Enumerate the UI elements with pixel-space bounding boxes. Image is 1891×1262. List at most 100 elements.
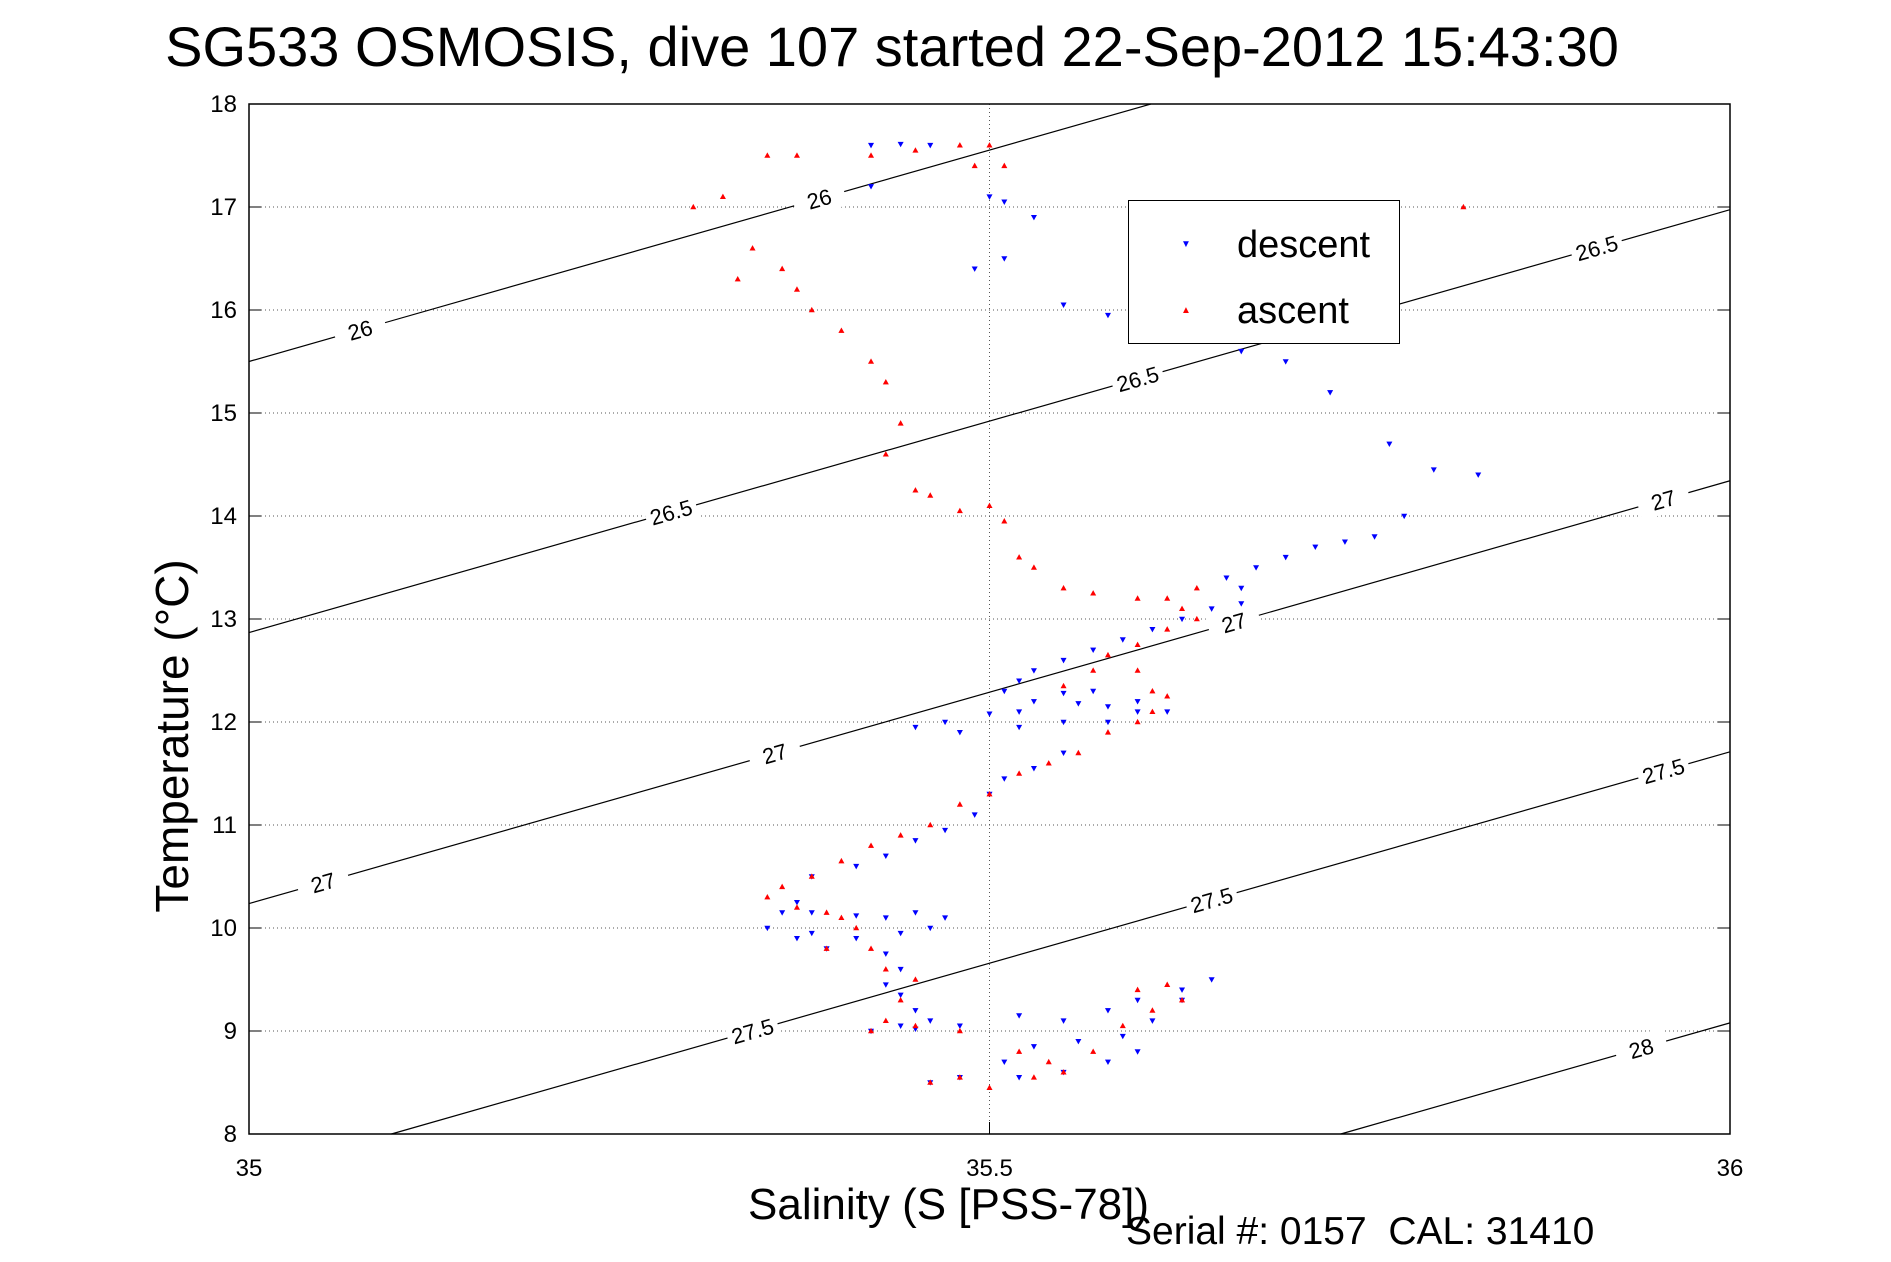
x-tick-label: 36 [1717,1155,1744,1182]
descent-point [1371,534,1378,540]
contour-label: 26.5 [1573,230,1621,266]
ascent-point [1001,518,1008,524]
ascent-point [1164,626,1171,632]
contour-label: 26.5 [647,495,695,531]
descent-point [1001,1059,1008,1066]
ascent-point [1193,584,1200,591]
ascent-point [912,1022,919,1029]
descent-point [912,724,919,731]
descent-point [912,910,919,916]
descent-point [1401,513,1408,520]
ascent-point [1134,986,1141,993]
descent-point [1016,724,1023,731]
ascent-point [882,378,889,385]
ascent-point [986,502,993,508]
descent-point [1030,1044,1037,1050]
y-tick-label: 17 [210,194,237,221]
ascent-point [927,821,934,828]
contour-label-bg [723,1010,782,1052]
ascent-point [956,142,963,148]
descent-point [1060,657,1067,664]
ascent-point [1016,1048,1023,1054]
ascent-point [838,327,845,333]
y-tick-label: 16 [210,297,237,324]
descent-point [793,899,800,906]
density-contour-line [248,480,1731,905]
ascent-point [1045,1058,1052,1065]
descent-point [808,910,815,916]
ascent-point [1016,554,1023,560]
y-tick-label: 10 [210,915,237,942]
ascent-point [986,1084,993,1090]
descent-point [882,853,889,860]
ascent-point [897,420,904,426]
descent-point [1149,627,1156,633]
descent-point [942,827,949,834]
ascent-series [690,142,1467,1090]
ascent-point [1045,760,1052,766]
descent-point [1016,709,1023,715]
density-contour-line [248,209,1731,634]
ascent-point [1164,595,1171,601]
descent-point [971,266,978,272]
descent-point [1223,575,1230,581]
descent-point [942,915,949,921]
contour-label-bg [1108,358,1167,400]
descent-point [1016,1013,1023,1019]
ascent-point [912,147,919,153]
ascent-point [793,286,800,292]
descent-point [1016,1075,1023,1081]
descent-point [1030,766,1037,772]
ascent-point [1060,584,1067,591]
descent-point [927,925,934,932]
descent-point [1238,585,1245,592]
ascent-point [912,487,919,493]
descent-point [1119,637,1126,643]
descent-point [1238,601,1245,607]
ascent-point [793,152,800,158]
ascent-point [1149,1007,1156,1013]
contour-label: 27.5 [729,1013,777,1049]
descent-point [1030,699,1037,705]
density-contour-line [391,751,1731,1135]
ascent-point [1134,595,1141,601]
ascent-point [986,790,993,797]
ascent-point [1090,590,1097,596]
contour-label-bg [1634,750,1693,792]
ascent-point [1164,981,1171,987]
ascent-point [808,306,815,313]
descent-point [882,951,889,957]
triangle-up-icon: ▲ [1181,305,1191,316]
contour-label: 27.5 [1639,753,1687,789]
ascent-point [719,193,726,199]
chart-title: SG533 OSMOSIS, dive 107 started 22-Sep-2… [165,15,1619,78]
y-tick-label: 11 [212,812,237,839]
ascent-point [912,976,919,982]
ascent-point [1104,729,1111,735]
ascent-point [838,914,845,920]
ascent-point [779,883,786,890]
descent-point [1119,1033,1126,1040]
descent-point [1075,1039,1082,1045]
ascent-point [1149,687,1156,694]
ascent-point [882,966,889,972]
descent-point [1149,1018,1156,1024]
ascent-point [1134,667,1141,673]
descent-point [1312,544,1319,551]
ascent-point [838,857,845,864]
contour-label-bg [1634,479,1693,521]
y-axis-label: Temperature (°C) [146,559,198,913]
ascent-point [1119,1022,1126,1029]
descent-point [764,925,771,932]
descent-point [986,194,993,200]
ascent-point [868,945,875,951]
ascent-point [956,507,963,514]
descent-point [1060,719,1067,726]
descent-point [897,141,904,148]
contour-label-bg [1205,601,1263,644]
descent-point [956,1023,963,1029]
descent-point [897,992,904,999]
ascent-point [1179,605,1186,611]
ascent-point [897,832,904,838]
